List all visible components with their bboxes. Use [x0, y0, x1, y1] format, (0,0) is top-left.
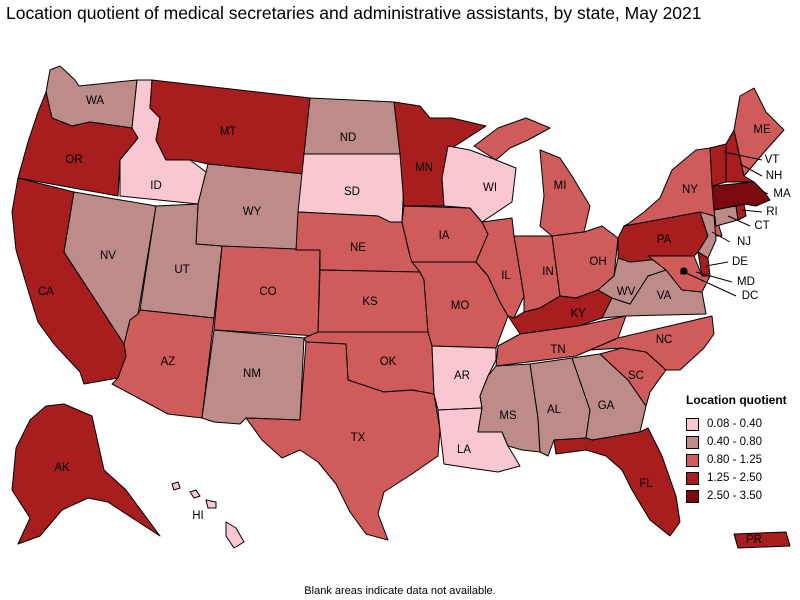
state-label-dc: DC: [742, 290, 759, 302]
legend: Location quotient 0.08 - 0.40 0.40 - 0.80…: [686, 393, 787, 505]
state-nh: [725, 129, 755, 183]
legend-item: 0.40 - 0.80: [686, 433, 787, 451]
state-label-mi: MI: [554, 180, 567, 192]
state-label-pr: PR: [746, 534, 762, 546]
state-label-or: OR: [65, 154, 82, 166]
legend-range-label: 0.40 - 0.80: [707, 436, 762, 448]
leader-line-ma: [763, 191, 769, 195]
state-ri: [735, 203, 747, 221]
state-label-nj: NJ: [737, 236, 751, 248]
state-label-wv: WV: [617, 286, 636, 298]
state-label-nm: NM: [243, 368, 261, 380]
state-nd: [303, 97, 401, 155]
legend-item: 0.08 - 0.40: [686, 415, 787, 433]
leader-line-nj: [711, 231, 731, 243]
state-label-mn: MN: [415, 162, 433, 174]
legend-swatch: [686, 471, 699, 485]
state-label-nc: NC: [656, 334, 673, 346]
legend-swatch: [686, 453, 699, 467]
state-label-in: IN: [542, 266, 554, 278]
state-label-wa: WA: [86, 95, 104, 107]
state-vt: [709, 143, 727, 187]
state-label-ga: GA: [598, 400, 615, 412]
state-label-tx: TX: [351, 432, 366, 444]
state-label-ri: RI: [766, 206, 778, 218]
state-tx: [245, 341, 441, 541]
state-label-md: MD: [737, 276, 755, 288]
state-label-az: AZ: [161, 356, 176, 368]
state-me: [733, 87, 785, 177]
legend-range-label: 1.25 - 2.50: [707, 472, 762, 484]
legend-swatch: [686, 417, 699, 431]
state-label-il: IL: [501, 270, 511, 282]
state-label-co: CO: [259, 286, 276, 298]
legend-item: 2.50 - 3.50: [686, 487, 787, 505]
state-label-nd: ND: [340, 132, 357, 144]
dc-marker: [680, 267, 688, 275]
map-title: Location quotient of medical secretaries…: [6, 3, 702, 23]
state-label-ok: OK: [380, 356, 397, 368]
state-label-tn: TN: [550, 344, 565, 356]
legend-range-label: 0.08 - 0.40: [707, 418, 762, 430]
state-label-ms: MS: [499, 410, 517, 422]
leader-line-vt: [723, 151, 763, 161]
state-label-ny: NY: [682, 184, 698, 196]
state-label-ma: MA: [773, 188, 791, 200]
state-label-sd: SD: [344, 186, 360, 198]
leader-line-ri: [741, 209, 763, 213]
leader-line-ct: [727, 215, 751, 227]
legend-swatch: [686, 435, 699, 449]
state-hi: [171, 481, 245, 549]
state-label-ia: IA: [439, 230, 450, 242]
legend-range-label: 0.80 - 1.25: [707, 454, 762, 466]
state-nc: [589, 315, 715, 371]
state-label-pa: PA: [657, 234, 672, 246]
state-label-al: AL: [547, 404, 562, 416]
state-label-wi: WI: [483, 182, 497, 194]
leader-line-nh: [739, 163, 763, 177]
state-label-de: DE: [732, 256, 748, 268]
legend-swatch: [686, 489, 699, 503]
state-ms: [477, 363, 541, 453]
state-label-sc: SC: [628, 370, 644, 382]
state-label-va: VA: [657, 290, 672, 302]
state-label-ne: NE: [350, 242, 366, 254]
state-label-oh: OH: [589, 256, 606, 268]
legend-item: 1.25 - 2.50: [686, 469, 787, 487]
state-label-ks: KS: [362, 296, 378, 308]
state-label-id: ID: [150, 180, 162, 192]
state-label-la: LA: [457, 444, 471, 456]
state-fl: [553, 427, 681, 537]
state-label-ky: KY: [570, 308, 586, 320]
state-md: [647, 255, 711, 293]
state-label-fl: FL: [639, 478, 653, 490]
state-wi: [441, 145, 517, 223]
state-label-vt: VT: [765, 154, 780, 166]
state-label-ct: CT: [754, 220, 769, 232]
state-label-ar: AR: [454, 370, 470, 382]
leader-line-md: [695, 271, 733, 283]
legend-item: 0.80 - 1.25: [686, 451, 787, 469]
state-ma: [711, 181, 771, 211]
state-pr: [733, 531, 791, 549]
state-label-ak: AK: [54, 462, 70, 474]
state-label-hi: HI: [192, 510, 204, 522]
state-label-ut: UT: [174, 264, 189, 276]
state-label-mt: MT: [220, 126, 237, 138]
leader-line-de: [705, 261, 729, 267]
state-label-nv: NV: [100, 250, 116, 262]
state-label-me: ME: [753, 124, 771, 136]
state-label-ca: CA: [38, 286, 54, 298]
state-label-wy: WY: [243, 206, 262, 218]
state-az: [111, 309, 215, 419]
state-label-mo: MO: [451, 300, 470, 312]
footnote: Blank areas indicate data not available.: [304, 585, 496, 597]
state-label-nh: NH: [766, 170, 783, 182]
state-nm: [201, 329, 305, 425]
leader-line-dc: [683, 271, 737, 297]
legend-range-label: 2.50 - 3.50: [707, 490, 762, 502]
legend-title: Location quotient: [686, 393, 787, 407]
state-ak: [11, 403, 161, 545]
